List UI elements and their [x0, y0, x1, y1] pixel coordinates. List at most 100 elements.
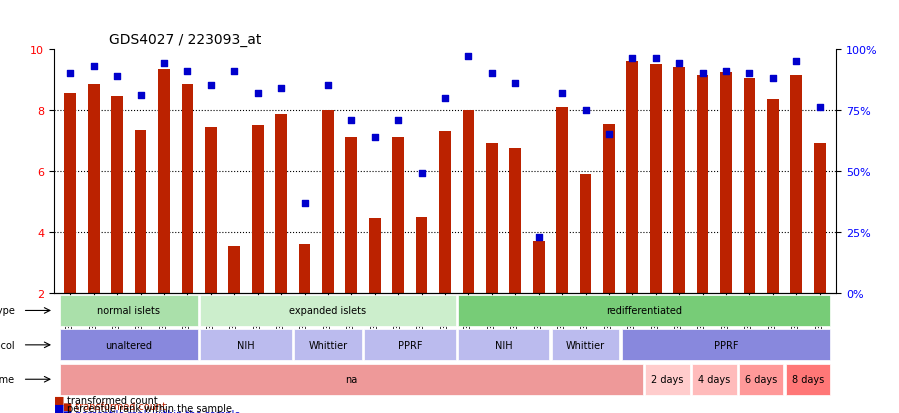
Text: cell type: cell type — [0, 306, 14, 316]
Bar — [298, 245, 310, 294]
FancyBboxPatch shape — [622, 330, 830, 361]
Text: 6 days: 6 days — [745, 374, 778, 385]
Text: PPRF: PPRF — [714, 340, 738, 350]
Point — [180, 68, 194, 75]
Bar — [322, 111, 334, 294]
Bar — [697, 76, 708, 294]
Point — [414, 171, 429, 177]
Point — [274, 85, 289, 92]
FancyBboxPatch shape — [458, 295, 830, 326]
Text: NIH: NIH — [237, 340, 254, 350]
Point — [321, 83, 335, 90]
Text: protocol: protocol — [0, 340, 14, 350]
Point — [368, 134, 382, 141]
Point — [789, 59, 804, 65]
Text: 2 days: 2 days — [651, 374, 683, 385]
Point — [531, 234, 546, 241]
Point — [298, 200, 312, 206]
Bar — [463, 111, 475, 294]
Bar — [580, 175, 592, 294]
Point — [204, 83, 218, 90]
Bar — [720, 72, 732, 294]
Point — [625, 56, 639, 63]
Bar — [228, 246, 240, 294]
Text: Whittier: Whittier — [308, 340, 348, 350]
Bar — [65, 94, 76, 294]
Text: PPRF: PPRF — [397, 340, 423, 350]
Bar — [814, 144, 825, 294]
Bar — [252, 126, 263, 294]
Bar — [275, 115, 287, 294]
Text: na: na — [345, 374, 358, 385]
Text: ■ transformed count: ■ transformed count — [63, 401, 166, 411]
Point — [156, 61, 171, 67]
Bar — [556, 107, 568, 294]
Bar — [345, 138, 357, 294]
Bar — [182, 85, 193, 294]
Text: Whittier: Whittier — [566, 340, 605, 350]
Text: redifferentiated: redifferentiated — [606, 306, 682, 316]
Bar — [767, 100, 779, 294]
Point — [227, 68, 242, 75]
Text: ■: ■ — [54, 403, 65, 413]
Point — [813, 105, 827, 112]
Text: NIH: NIH — [494, 340, 512, 350]
Bar — [743, 78, 755, 294]
FancyBboxPatch shape — [60, 295, 198, 326]
Point — [485, 71, 499, 77]
Bar — [439, 132, 451, 294]
Bar — [111, 97, 123, 294]
Bar — [650, 65, 662, 294]
Text: transformed count: transformed count — [67, 395, 158, 405]
Text: GDS4027 / 223093_at: GDS4027 / 223093_at — [109, 33, 261, 47]
Point — [719, 68, 734, 75]
Bar — [533, 242, 545, 294]
Point — [578, 107, 592, 114]
Point — [391, 117, 405, 123]
FancyBboxPatch shape — [692, 364, 736, 395]
Point — [461, 54, 476, 60]
Bar — [790, 76, 802, 294]
Text: 4 days: 4 days — [699, 374, 730, 385]
Text: ■ percentile rank within the sample: ■ percentile rank within the sample — [63, 409, 240, 413]
Point — [133, 93, 147, 99]
FancyBboxPatch shape — [200, 295, 456, 326]
FancyBboxPatch shape — [739, 364, 783, 395]
FancyBboxPatch shape — [645, 364, 690, 395]
Text: normal islets: normal islets — [97, 306, 160, 316]
Text: 8 days: 8 days — [792, 374, 824, 385]
Point — [696, 71, 710, 77]
Bar — [627, 62, 638, 294]
Bar — [392, 138, 404, 294]
Point — [743, 71, 757, 77]
Point — [344, 117, 359, 123]
Bar — [205, 127, 217, 294]
Point — [766, 76, 780, 82]
FancyBboxPatch shape — [552, 330, 619, 361]
Text: time: time — [0, 374, 14, 385]
FancyBboxPatch shape — [364, 330, 456, 361]
Point — [438, 95, 452, 102]
Point — [555, 90, 569, 97]
FancyBboxPatch shape — [200, 330, 291, 361]
Bar — [158, 69, 170, 294]
Point — [672, 61, 686, 67]
Bar — [673, 68, 685, 294]
FancyBboxPatch shape — [294, 330, 362, 361]
Point — [63, 71, 77, 77]
Point — [110, 73, 124, 80]
Bar — [603, 124, 615, 294]
Bar — [486, 144, 498, 294]
Bar — [510, 149, 521, 294]
Point — [648, 56, 663, 63]
FancyBboxPatch shape — [786, 364, 830, 395]
Bar — [369, 219, 380, 294]
Text: ■: ■ — [54, 395, 65, 405]
Point — [508, 81, 522, 87]
FancyBboxPatch shape — [60, 364, 643, 395]
Point — [601, 132, 616, 138]
FancyBboxPatch shape — [458, 330, 549, 361]
Bar — [135, 131, 147, 294]
Point — [251, 90, 265, 97]
Text: expanded islets: expanded islets — [289, 306, 367, 316]
